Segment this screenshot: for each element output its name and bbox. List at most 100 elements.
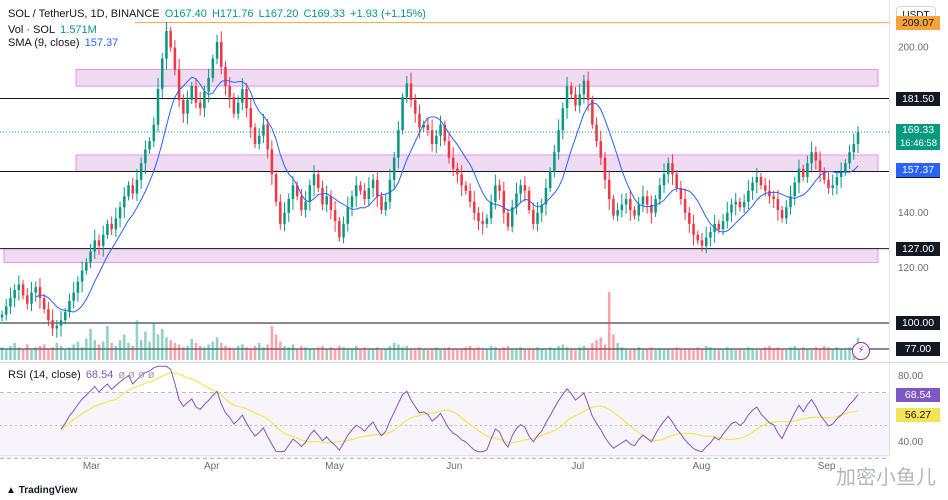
volume-bar (177, 344, 181, 360)
volume-bar (759, 348, 763, 360)
candle-body (152, 124, 156, 142)
sma-info-row[interactable]: SMA (9, close) 157.37 (8, 37, 120, 50)
candle-body (266, 124, 269, 150)
candle-body (603, 157, 607, 180)
candle-body (666, 163, 670, 175)
candle-body (844, 163, 847, 172)
volume-bar (245, 347, 248, 360)
price-axis-tick: 200.00 (898, 43, 929, 54)
volume-bar (101, 341, 105, 360)
candle-body (763, 185, 767, 191)
current-price-value: 169.33 (901, 124, 935, 137)
volume-bar (274, 334, 278, 360)
candle-body (586, 80, 590, 100)
volume-bar (363, 347, 366, 360)
candle-body (42, 298, 46, 310)
candle-body (797, 168, 801, 183)
volume-bar (211, 341, 215, 360)
volume-bar (645, 348, 649, 360)
volume-bar (536, 347, 539, 360)
volume-bar (540, 348, 544, 360)
volume-bar (291, 344, 295, 360)
volume-bar (279, 341, 282, 360)
volume-value: 1.571M (60, 24, 97, 36)
candle-body (616, 210, 619, 216)
candle-body (418, 113, 421, 128)
volume-bar (283, 345, 286, 360)
candle-body (241, 88, 244, 103)
candle-body (582, 80, 586, 95)
level-tag: 77.00 (896, 342, 940, 356)
volume-bar (220, 343, 223, 360)
volume-bar (806, 348, 809, 360)
candle-body (565, 86, 569, 109)
candle-body (696, 234, 700, 241)
candle-body (165, 31, 168, 59)
volume-info-row[interactable]: Vol · SOL 1.571M (8, 24, 99, 37)
volume-bar (451, 348, 455, 360)
candle-body (806, 163, 809, 177)
symbol-label[interactable]: SOL / TetherUS, 1D, BINANCE (8, 8, 160, 20)
volume-bar (228, 347, 231, 360)
candle-body (595, 124, 598, 142)
volume-bar (738, 348, 742, 360)
volume-bar (346, 350, 350, 360)
sma-label: SMA (9, close) (8, 37, 80, 49)
volume-bar (624, 348, 628, 360)
candle-body (300, 196, 303, 211)
axes: 120.00 140.00 200.00 40.00 80.00 Mar Apr May Jun… (83, 43, 929, 472)
volume-bar (26, 344, 29, 360)
candle-body (228, 86, 231, 98)
volume-bar (34, 347, 37, 360)
high-value: H171.76 (211, 8, 254, 20)
candle-body (380, 196, 383, 211)
volume-bar (696, 347, 700, 360)
candle-body (654, 199, 657, 213)
candle-body (350, 196, 354, 208)
candle-body (536, 212, 539, 224)
volume-bar (59, 345, 63, 360)
candle-body (131, 185, 134, 194)
volume-bar (477, 347, 480, 360)
volume-bar (747, 347, 750, 360)
candle-body (768, 190, 771, 197)
candle-body (30, 292, 33, 304)
volume-bar (321, 345, 324, 360)
volume-bar (135, 320, 139, 360)
candle-body (26, 295, 29, 304)
candle-body (532, 210, 535, 224)
candle-body (232, 97, 236, 114)
sma-price-tag: 157.37 (896, 162, 940, 177)
candle-body (544, 188, 548, 205)
tradingview-logo[interactable]: ▲ TradingView (6, 485, 77, 496)
volume-bar (679, 348, 683, 360)
rsi-label: RSI (14, close) (8, 369, 81, 381)
volume-bar (671, 350, 674, 360)
volume-bar (316, 347, 320, 360)
volume-bar (30, 350, 33, 360)
volume-bar (127, 343, 130, 360)
volume-bar (692, 350, 695, 360)
rsi-axis-tick: 80.00 (898, 371, 923, 382)
volume-bar (215, 337, 219, 360)
candle-body (144, 149, 147, 164)
volume-bar (413, 350, 417, 360)
tradingview-logo-icon: ▲ (6, 485, 16, 496)
candle-body (169, 31, 172, 48)
lightning-icon[interactable]: ⚡ (852, 342, 870, 360)
volume-bar (203, 347, 206, 360)
candle-body (21, 284, 25, 296)
candle-body (236, 102, 240, 114)
rsi-extra: ø ø ø ø (118, 369, 155, 381)
volume-bar (397, 344, 400, 360)
candle-body (692, 223, 695, 235)
volume-bar (232, 348, 236, 360)
rsi-info-row[interactable]: RSI (14, close) 68.54 ø ø ø ø (8, 369, 156, 382)
volume-bar (249, 348, 253, 360)
candle-body (645, 196, 649, 205)
candle-body (97, 240, 101, 246)
candle-body (789, 196, 792, 208)
volume-bar (63, 348, 67, 360)
candle-body (464, 185, 468, 191)
